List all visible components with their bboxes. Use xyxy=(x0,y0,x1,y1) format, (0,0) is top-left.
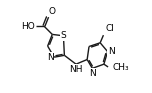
Text: N: N xyxy=(108,47,115,56)
Text: S: S xyxy=(60,31,66,40)
Text: O: O xyxy=(48,7,55,16)
Text: Cl: Cl xyxy=(106,24,115,33)
Text: N: N xyxy=(89,69,96,78)
Text: NH: NH xyxy=(69,65,83,74)
Text: CH₃: CH₃ xyxy=(112,63,129,72)
Text: N: N xyxy=(47,53,54,62)
Text: HO: HO xyxy=(21,22,35,31)
